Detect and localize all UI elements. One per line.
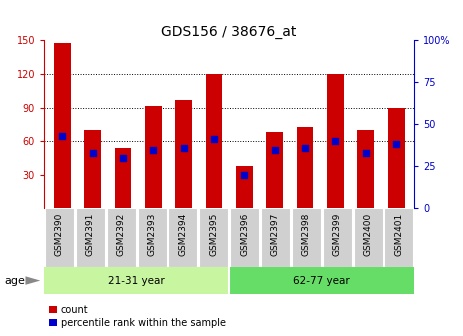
Bar: [169, 208, 197, 267]
Text: GSM2390: GSM2390: [55, 213, 64, 256]
Bar: [297, 127, 313, 208]
Bar: [44, 267, 229, 294]
Bar: [388, 108, 405, 208]
Bar: [266, 132, 283, 208]
Legend: count, percentile rank within the sample: count, percentile rank within the sample: [49, 305, 225, 328]
Point: [393, 142, 400, 147]
Point: [89, 150, 96, 156]
Text: GSM2399: GSM2399: [333, 213, 342, 256]
Point: [119, 155, 126, 161]
Bar: [354, 208, 382, 267]
Point: [362, 150, 369, 156]
Bar: [357, 130, 374, 208]
Text: 21-31 year: 21-31 year: [108, 276, 165, 286]
Bar: [206, 74, 222, 208]
Text: 62-77 year: 62-77 year: [294, 276, 350, 286]
Point: [58, 133, 66, 139]
Text: GSM2401: GSM2401: [394, 213, 403, 256]
Text: GSM2396: GSM2396: [240, 213, 249, 256]
Point: [241, 172, 248, 177]
Bar: [138, 208, 167, 267]
Bar: [199, 208, 228, 267]
Bar: [384, 208, 413, 267]
Point: [332, 138, 339, 144]
Bar: [76, 208, 105, 267]
Bar: [292, 208, 321, 267]
Bar: [236, 166, 253, 208]
Bar: [106, 208, 136, 267]
Text: GSM2398: GSM2398: [302, 213, 311, 256]
Text: age: age: [5, 276, 25, 286]
Bar: [323, 208, 352, 267]
Text: GSM2394: GSM2394: [178, 213, 188, 256]
Polygon shape: [25, 276, 40, 285]
Bar: [145, 107, 162, 208]
Bar: [45, 208, 74, 267]
Text: GSM2393: GSM2393: [148, 213, 156, 256]
Bar: [54, 43, 70, 208]
Text: GSM2391: GSM2391: [86, 213, 95, 256]
Bar: [261, 208, 290, 267]
Bar: [114, 148, 131, 208]
Text: GSM2395: GSM2395: [209, 213, 218, 256]
Point: [301, 145, 309, 151]
Bar: [230, 208, 259, 267]
Point: [271, 147, 278, 152]
Point: [150, 147, 157, 152]
Text: GSM2400: GSM2400: [363, 213, 373, 256]
Text: GSM2392: GSM2392: [117, 213, 125, 256]
Bar: [327, 74, 344, 208]
Bar: [229, 267, 414, 294]
Point: [210, 137, 218, 142]
Bar: [84, 130, 101, 208]
Text: GSM2397: GSM2397: [271, 213, 280, 256]
Title: GDS156 / 38676_at: GDS156 / 38676_at: [162, 25, 297, 39]
Point: [180, 145, 188, 151]
Bar: [175, 100, 192, 208]
